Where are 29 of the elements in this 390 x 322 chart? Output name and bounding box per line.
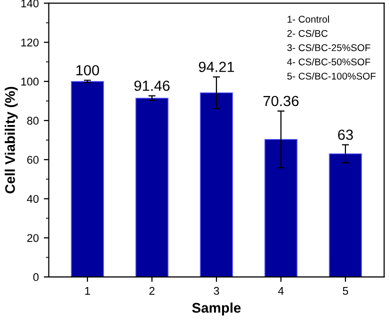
x-tick-label: 2 [149, 286, 154, 295]
data-label: 91.46 [134, 80, 170, 91]
y-tick-label: 80 [27, 116, 39, 125]
bar [328, 153, 362, 277]
y-tick-label: 0 [33, 273, 39, 282]
data-label: 94.21 [198, 62, 234, 72]
y-tick-label: 100 [21, 78, 39, 86]
annotation: 2- CS/BC [287, 30, 328, 37]
y-tick-label: 20 [27, 234, 39, 242]
annotation: 4- CS/BC-50%SOF [287, 58, 370, 66]
bar [135, 98, 168, 277]
annotation: 5- CS/BC-100%SOF [287, 72, 376, 80]
data-label: 70.36 [263, 96, 299, 106]
data-label: 63 [338, 130, 353, 140]
bar [264, 138, 298, 277]
x-tick-label: 5 [342, 287, 348, 295]
x-axis-title: Sample [192, 302, 241, 316]
y-tick-label: 120 [21, 38, 39, 46]
y-tick-label: 40 [26, 194, 39, 203]
bar [200, 92, 233, 277]
y-axis-title: Cell Viability (%) [4, 86, 18, 194]
x-tick-label: 4 [278, 287, 284, 295]
bar [70, 81, 104, 277]
y-tick-label: 60 [27, 156, 39, 164]
x-tick-label: 3 [214, 286, 220, 295]
data-label: 100 [76, 65, 100, 76]
x-tick-label: 1 [85, 287, 90, 295]
annotation: 3- CS/BC-25%SOF [287, 44, 370, 52]
annotation: 1- Control [288, 16, 329, 23]
